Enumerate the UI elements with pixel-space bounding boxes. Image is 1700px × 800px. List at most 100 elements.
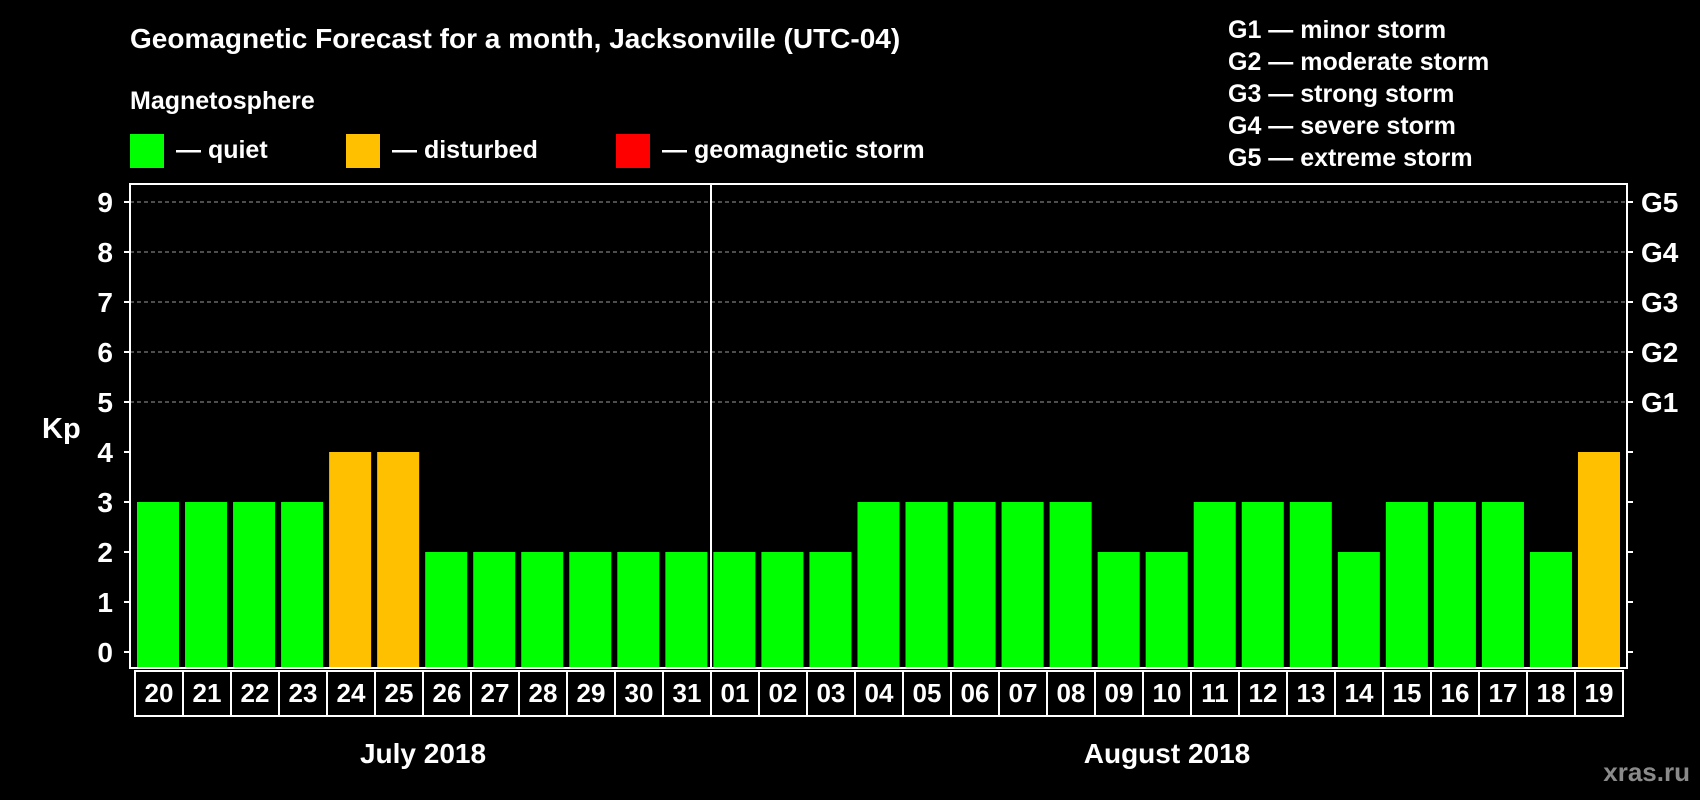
y-tick-label-9: 9	[97, 187, 113, 218]
x-tick-label-02: 02	[769, 678, 798, 708]
bar-01	[713, 552, 756, 668]
y-tick-label-5: 5	[97, 387, 113, 418]
bar-17	[1481, 502, 1524, 668]
x-tick-label-18: 18	[1537, 678, 1566, 708]
x-tick-label-08: 08	[1057, 678, 1086, 708]
bar-08	[1049, 502, 1092, 668]
bar-09	[1097, 552, 1140, 668]
x-tick-label-30: 30	[625, 678, 654, 708]
x-tick-label-16: 16	[1441, 678, 1470, 708]
bar-31	[665, 552, 708, 668]
bar-02	[761, 552, 804, 668]
right-label-g3: G3	[1641, 287, 1678, 318]
bar-05	[905, 502, 948, 668]
storm-scale-item-2: G2 — moderate storm	[1228, 48, 1489, 76]
x-tick-label-26: 26	[433, 678, 462, 708]
right-label-g4: G4	[1641, 237, 1679, 268]
bar-14	[1337, 552, 1380, 668]
chart-title: Geomagnetic Forecast for a month, Jackso…	[130, 23, 900, 54]
x-axis-box	[134, 670, 1624, 717]
x-tick-label-23: 23	[289, 678, 318, 708]
y-tick-label-0: 0	[97, 637, 113, 668]
bar-18	[1529, 552, 1572, 668]
x-tick-label-13: 13	[1297, 678, 1326, 708]
x-tick-label-01: 01	[721, 678, 750, 708]
bar-15	[1385, 502, 1428, 668]
bar-03	[809, 552, 852, 668]
right-axis: G1 G2 G3 G4 G5	[1627, 187, 1679, 653]
bar-07	[1001, 502, 1044, 668]
x-tick-label-04: 04	[865, 678, 894, 708]
y-tick-label-4: 4	[97, 437, 113, 468]
x-tick-label-24: 24	[337, 678, 366, 708]
x-tick-label-17: 17	[1489, 678, 1518, 708]
bar-06	[953, 502, 996, 668]
month-labels: July 2018 August 2018	[360, 738, 1250, 769]
right-label-g1: G1	[1641, 387, 1678, 418]
legend-label-0: — quiet	[176, 136, 268, 164]
storm-scale-item-3: G3 — strong storm	[1228, 80, 1454, 108]
x-axis: 20 21 22 23 24 25 26 27 28 29 30 31 01 02 03 04 05 06 07 08…	[134, 670, 1624, 717]
x-tick-label-03: 03	[817, 678, 846, 708]
bar-11	[1193, 502, 1236, 668]
x-tick-label-25: 25	[385, 678, 414, 708]
bar-24	[329, 452, 372, 668]
y-tick-label-6: 6	[97, 337, 113, 368]
x-tick-label-19: 19	[1585, 678, 1614, 708]
x-tick-label-10: 10	[1153, 678, 1182, 708]
legend-swatch-2	[616, 134, 650, 168]
bar-23	[281, 502, 324, 668]
storm-scale-item-5: G5 — extreme storm	[1228, 144, 1473, 172]
x-tick-label-31: 31	[673, 678, 702, 708]
bar-30	[617, 552, 660, 668]
y-tick-label-3: 3	[97, 487, 113, 518]
bar-26	[425, 552, 468, 668]
storm-scale-item-1: G1 — minor storm	[1228, 16, 1446, 44]
watermark: xras.ru	[1603, 757, 1690, 787]
legend-swatch-1	[346, 134, 380, 168]
legend: — quiet — disturbed — geomagnetic storm	[130, 134, 925, 168]
bar-16	[1433, 502, 1476, 668]
bar-13	[1289, 502, 1332, 668]
legend-label-2: — geomagnetic storm	[662, 136, 925, 164]
bar-28	[521, 552, 564, 668]
month-label-0: July 2018	[360, 738, 486, 769]
month-label-1: August 2018	[1084, 738, 1251, 769]
x-tick-label-29: 29	[577, 678, 606, 708]
x-tick-label-11: 11	[1201, 678, 1229, 708]
y-axis: 0 1 2 3 4 5 6 7 8 9	[97, 187, 130, 668]
x-tick-label-07: 07	[1009, 678, 1038, 708]
x-tick-label-05: 05	[913, 678, 942, 708]
y-tick-label-7: 7	[97, 287, 113, 318]
right-label-g5: G5	[1641, 187, 1678, 218]
bar-10	[1145, 552, 1188, 668]
bar-21	[185, 502, 228, 668]
bar-series	[137, 452, 1620, 668]
x-tick-label-15: 15	[1393, 678, 1422, 708]
x-tick-label-27: 27	[481, 678, 510, 708]
x-tick-label-14: 14	[1345, 678, 1374, 708]
legend-swatch-0	[130, 134, 164, 168]
y-tick-label-8: 8	[97, 237, 113, 268]
x-tick-label-28: 28	[529, 678, 558, 708]
bar-20	[137, 502, 180, 668]
x-tick-label-22: 22	[241, 678, 270, 708]
legend-label-1: — disturbed	[392, 136, 538, 164]
magnetosphere-label: Magnetosphere	[130, 87, 315, 115]
x-tick-label-06: 06	[961, 678, 990, 708]
y-tick-label-1: 1	[97, 587, 113, 618]
x-tick-label-21: 21	[193, 678, 222, 708]
storm-scale-legend: G1 — minor storm G2 — moderate storm G3 — …	[1228, 16, 1489, 172]
gridlines	[130, 201, 1627, 403]
bar-19	[1577, 452, 1620, 668]
x-tick-label-09: 09	[1105, 678, 1134, 708]
bar-04	[857, 502, 900, 668]
x-tick-label-20: 20	[145, 678, 174, 708]
bar-12	[1241, 502, 1284, 668]
plot-frame	[129, 183, 1628, 669]
bar-25	[377, 452, 420, 668]
storm-scale-item-4: G4 — severe storm	[1228, 112, 1456, 140]
x-tick-label-12: 12	[1249, 678, 1278, 708]
bar-22	[233, 502, 276, 668]
